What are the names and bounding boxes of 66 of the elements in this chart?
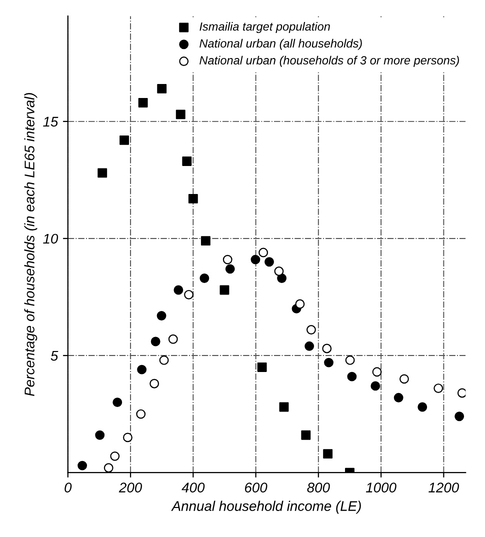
- point: [250, 254, 260, 264]
- point: [98, 168, 108, 178]
- point: [156, 311, 166, 320]
- x-tick-label: 400: [182, 482, 205, 492]
- point: [372, 367, 382, 377]
- point: [184, 290, 194, 300]
- point: [279, 402, 289, 412]
- point: [168, 334, 178, 344]
- point: [323, 449, 333, 459]
- y-tick-label: 15: [43, 116, 58, 127]
- point: [394, 392, 404, 402]
- x-axis-title: Annual household income (LE): [171, 500, 361, 514]
- point: [138, 98, 148, 108]
- point: [370, 381, 380, 391]
- point: [418, 402, 428, 412]
- point: [200, 274, 210, 283]
- point: [264, 257, 274, 267]
- legend-label: National urban (households of 3 or more persons): [200, 56, 460, 67]
- point: [95, 430, 105, 440]
- point: [434, 384, 444, 394]
- point: [324, 358, 334, 368]
- point: [304, 341, 314, 351]
- point: [347, 372, 357, 382]
- point: [322, 344, 332, 354]
- point: [150, 378, 160, 388]
- point: [277, 274, 286, 283]
- point: [174, 285, 184, 295]
- point: [258, 248, 268, 258]
- point: [182, 156, 192, 166]
- point: [78, 460, 88, 470]
- x-tick-label: 0: [64, 482, 72, 492]
- point: [157, 84, 167, 94]
- point: [110, 451, 120, 461]
- point: [150, 336, 160, 346]
- legend-label: National urban (all households): [200, 38, 362, 50]
- x-tick-label: 1000: [366, 482, 396, 492]
- y-tick-label: 5: [50, 351, 58, 361]
- x-tick-label: 1200: [428, 482, 460, 492]
- legend-label: Ismailia target population: [200, 22, 330, 34]
- point: [257, 362, 267, 372]
- y-axis-title: Percentage of households (in each LE65 interval): [24, 93, 38, 396]
- y-tick-label: 10: [43, 234, 58, 244]
- point: [295, 299, 305, 309]
- point: [200, 236, 210, 246]
- x-tick-label: 800: [307, 482, 330, 492]
- point: [220, 285, 230, 295]
- point: [176, 110, 186, 120]
- point: [454, 412, 464, 422]
- point: [159, 355, 169, 365]
- point: [457, 388, 466, 398]
- x-tick-label: 200: [118, 482, 142, 492]
- point: [222, 254, 232, 264]
- point: [137, 364, 147, 374]
- point: [306, 325, 316, 334]
- point: [274, 266, 284, 276]
- point: [112, 398, 122, 408]
- point: [225, 264, 235, 274]
- point: [301, 430, 311, 440]
- point: [188, 194, 198, 204]
- point: [136, 409, 146, 419]
- point: [122, 432, 132, 442]
- point: [400, 374, 409, 384]
- point: [345, 355, 355, 365]
- x-tick-label: 600: [244, 482, 268, 492]
- point: [120, 135, 129, 145]
- point: [104, 463, 114, 473]
